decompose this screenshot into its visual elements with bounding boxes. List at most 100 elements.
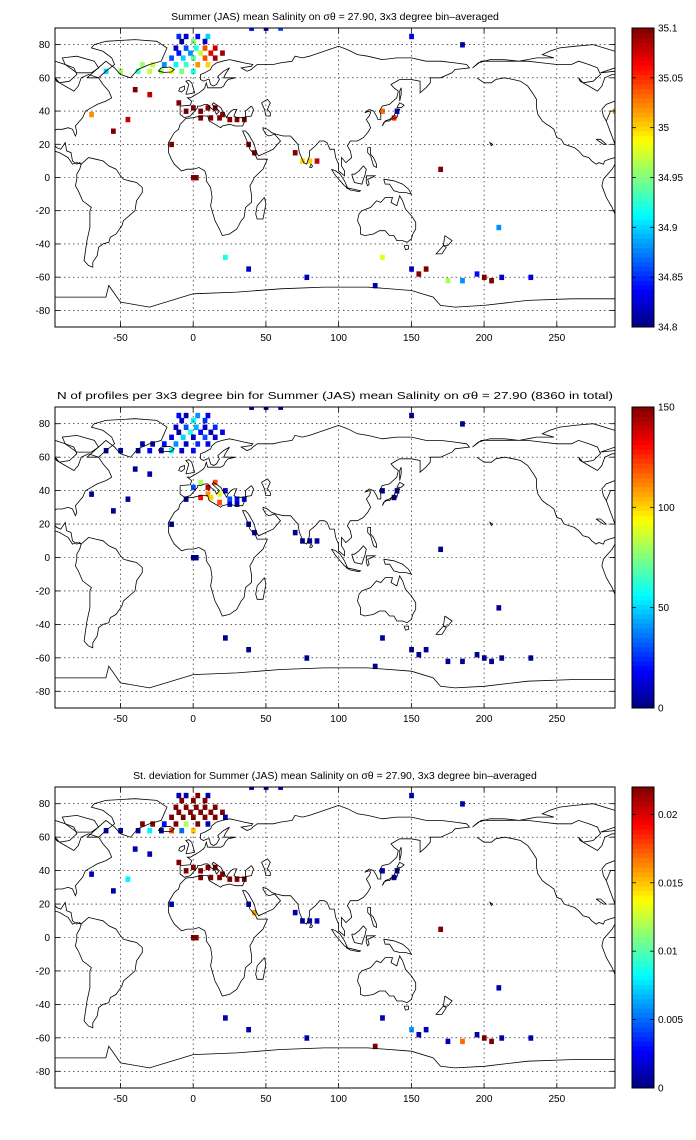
- coastline: [255, 197, 267, 220]
- bin-cell: [198, 868, 204, 874]
- bin-cell: [195, 821, 201, 827]
- bin-cell: [212, 804, 218, 810]
- bin-cell: [460, 278, 465, 284]
- colorbar-segment: [632, 70, 654, 76]
- colorbar-segment: [632, 956, 654, 962]
- bin-cell: [176, 809, 182, 815]
- colorbar-segment: [632, 642, 654, 648]
- y-tick-label: 20: [39, 900, 51, 911]
- colorbar-segment: [632, 890, 654, 896]
- colorbar-segment: [632, 689, 654, 695]
- bin-cell: [227, 876, 233, 882]
- coastline: [381, 868, 401, 886]
- bin-cell: [191, 434, 196, 441]
- coastline: [399, 467, 402, 481]
- bin-cell: [205, 491, 211, 497]
- bin-cell: [169, 141, 174, 148]
- coastline: [55, 60, 113, 165]
- bin-cell: [202, 45, 208, 51]
- y-tick-label: 40: [39, 107, 51, 118]
- bin-cell: [118, 447, 124, 454]
- bin-cell: [198, 429, 204, 435]
- colorbar-segment: [632, 810, 654, 816]
- colorbar-segment: [632, 163, 654, 169]
- bin-cell: [234, 501, 240, 507]
- bin-cell: [183, 792, 189, 799]
- colorbar-segment: [632, 970, 654, 976]
- colorbar-segment: [632, 51, 654, 57]
- colorbar-segment: [632, 834, 654, 840]
- colorbar-segment: [632, 261, 654, 267]
- colorbar-segment: [632, 791, 654, 797]
- colorbar-tick-label: 0: [658, 704, 664, 715]
- colorbar-segment: [632, 421, 654, 427]
- bin-cell: [460, 42, 465, 48]
- colorbar-segment: [632, 979, 654, 986]
- colorbar-segment: [632, 838, 654, 844]
- colorbar-segment: [632, 698, 654, 704]
- bin-cell: [179, 38, 185, 45]
- colorbar-segment: [632, 88, 654, 94]
- bin-cell: [220, 111, 225, 118]
- bin-cell: [147, 851, 153, 857]
- coastline: [489, 901, 494, 906]
- bin-cell: [307, 158, 313, 164]
- colorbar-segment: [632, 1026, 654, 1033]
- bin-cell: [249, 28, 254, 31]
- bin-cell: [205, 105, 211, 111]
- bin-cell: [217, 115, 222, 121]
- bin-cell: [474, 1031, 480, 1038]
- bin-cell: [159, 68, 164, 75]
- bin-cell: [169, 434, 174, 441]
- y-tick-label: -80: [36, 306, 51, 317]
- bin-cell: [169, 814, 174, 821]
- bin-cell: [246, 646, 252, 653]
- colorbar-segment: [632, 1040, 654, 1047]
- bin-cell: [132, 86, 138, 93]
- colorbar-segment: [632, 46, 654, 52]
- x-tick-label: 150: [403, 333, 420, 344]
- coastline: [74, 157, 143, 268]
- bin-cell: [173, 804, 179, 810]
- bin-cell: [161, 441, 167, 447]
- bin-cell: [180, 55, 186, 61]
- bin-cell: [252, 150, 257, 156]
- bin-cell: [314, 158, 320, 164]
- bin-cell: [208, 494, 214, 501]
- bin-cell: [173, 441, 179, 447]
- x-tick-label: 50: [260, 333, 272, 344]
- colorbar-segment: [632, 37, 654, 43]
- bin-cell: [380, 108, 385, 114]
- coastline: [595, 518, 608, 525]
- colorbar-segment: [632, 961, 654, 967]
- y-tick-label: 20: [39, 520, 51, 531]
- colorbar-segment: [632, 482, 654, 488]
- coastline: [489, 521, 494, 526]
- bin-cell: [183, 33, 189, 40]
- colorbar-segment: [632, 458, 654, 464]
- colorbar-segment: [632, 308, 654, 314]
- panel-3: -50 0 50 100 150 200 250 -80 -60 -40 -20 0 20 40 60 80 S…: [36, 770, 684, 1105]
- bin-cell: [481, 1035, 487, 1041]
- colorbar-segment: [632, 510, 654, 516]
- colorbar-segment: [632, 298, 654, 305]
- bin-cell: [372, 663, 378, 670]
- colorbar-tick-label: 0.01: [658, 947, 678, 958]
- bin-cell: [205, 821, 211, 827]
- colorbar-segment: [632, 74, 654, 80]
- bin-cell: [202, 797, 208, 804]
- bin-cell: [179, 827, 185, 834]
- colorbar-segment: [632, 1003, 654, 1009]
- coastline: [245, 865, 254, 877]
- bin-cell: [205, 792, 211, 799]
- colorbar-segment: [632, 140, 654, 146]
- bin-cell: [474, 651, 480, 658]
- colorbar-segment: [632, 242, 654, 249]
- bin-cell: [180, 434, 186, 441]
- bin-cell: [191, 554, 196, 561]
- bin-cell: [111, 888, 116, 894]
- colorbar-segment: [632, 703, 654, 709]
- bin-cell: [496, 605, 502, 611]
- colorbar-segment: [632, 928, 654, 934]
- colorbar-tick-label: 35.1: [658, 24, 678, 35]
